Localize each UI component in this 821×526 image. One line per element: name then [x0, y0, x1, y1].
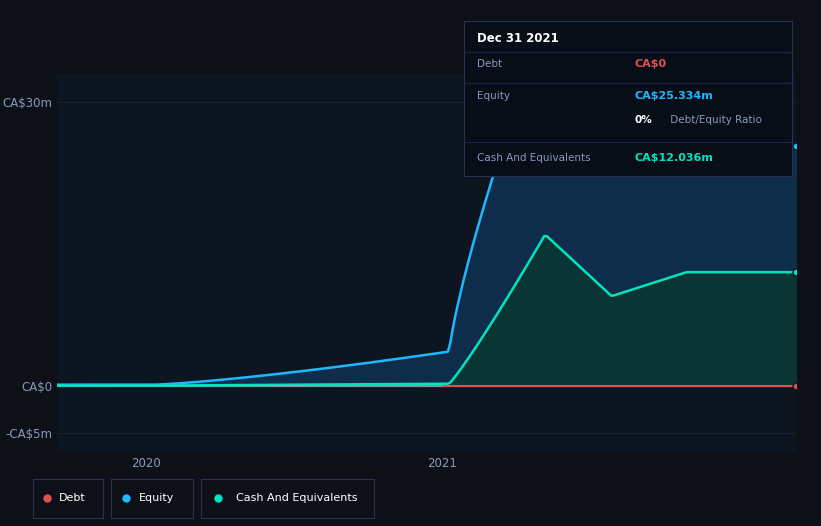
- Text: Equity: Equity: [139, 493, 174, 503]
- Text: Dec 31 2021: Dec 31 2021: [477, 32, 559, 45]
- Text: CA$12.036m: CA$12.036m: [635, 153, 713, 163]
- Text: Debt: Debt: [59, 493, 86, 503]
- Text: Cash And Equivalents: Cash And Equivalents: [236, 493, 357, 503]
- Text: Cash And Equivalents: Cash And Equivalents: [477, 153, 590, 163]
- Text: Debt: Debt: [477, 59, 502, 69]
- Text: Equity: Equity: [477, 90, 510, 100]
- Text: 0%: 0%: [635, 115, 653, 125]
- Text: CA$25.334m: CA$25.334m: [635, 90, 713, 100]
- Text: Debt/Equity Ratio: Debt/Equity Ratio: [667, 115, 763, 125]
- Text: CA$0: CA$0: [635, 59, 667, 69]
